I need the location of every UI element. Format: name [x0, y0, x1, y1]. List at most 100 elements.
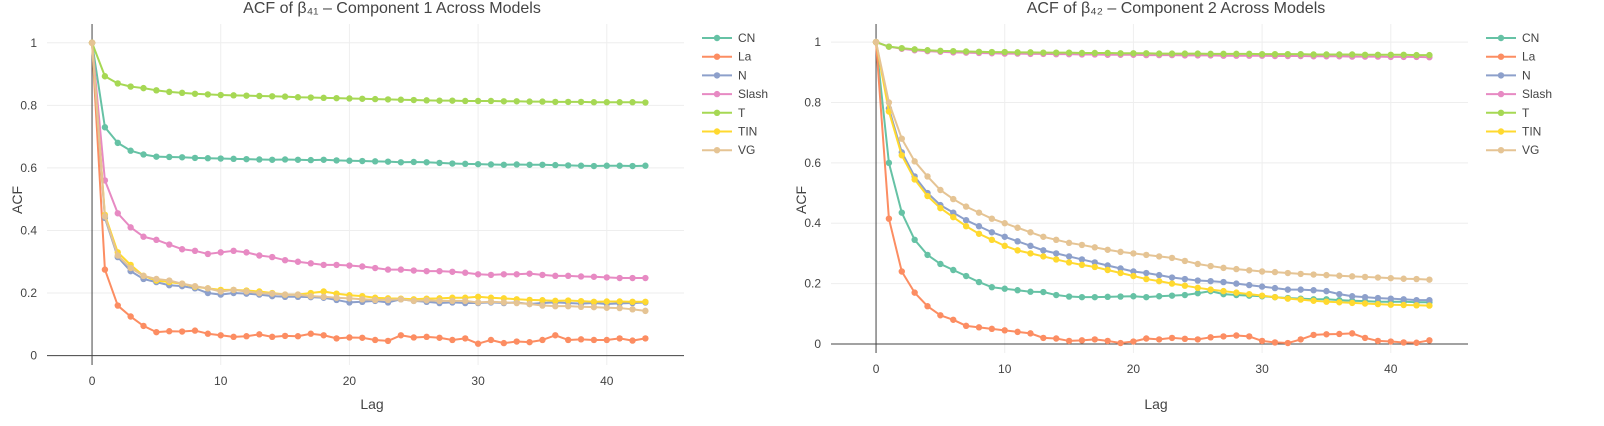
data-point	[1323, 271, 1330, 279]
data-point	[1220, 287, 1227, 295]
legend-item-tin[interactable]: TIN	[702, 125, 757, 139]
data-point	[230, 247, 237, 255]
data-point	[1271, 339, 1279, 346]
data-point	[1078, 261, 1086, 269]
data-point	[1207, 277, 1214, 285]
legend-item-la[interactable]: La	[1486, 50, 1536, 64]
data-point	[384, 296, 392, 304]
legend-item-n[interactable]: N	[702, 68, 747, 82]
legend-item-slash[interactable]: Slash	[1486, 87, 1552, 101]
data-point	[423, 159, 430, 166]
data-point	[487, 298, 495, 306]
legend-item-t[interactable]: T	[1486, 106, 1530, 120]
y-axis-label: ACF	[9, 186, 25, 214]
data-point	[642, 162, 649, 169]
axes	[831, 24, 1468, 353]
data-point	[629, 99, 636, 106]
legend-item-la[interactable]: La	[702, 50, 752, 64]
data-point	[1348, 299, 1356, 307]
data-point	[101, 266, 109, 273]
data-point	[1220, 50, 1227, 58]
data-point	[552, 272, 559, 280]
x-tick-label: 10	[214, 374, 228, 388]
data-point	[962, 272, 970, 280]
legend-item-slash[interactable]: Slash	[702, 87, 768, 101]
legend-item-cn[interactable]: CN	[1486, 31, 1539, 45]
data-point	[1233, 280, 1240, 287]
data-point	[230, 155, 237, 163]
data-point	[1053, 335, 1060, 342]
data-point	[1091, 244, 1099, 251]
legend-marker	[1497, 53, 1505, 60]
data-point	[269, 290, 276, 297]
y-tick-label: 0.2	[804, 277, 821, 291]
legend-item-vg[interactable]: VG	[1486, 143, 1539, 157]
data-point	[436, 159, 443, 167]
data-point	[885, 99, 893, 106]
data-point	[114, 252, 121, 259]
data-point	[1168, 280, 1176, 287]
legend-item-t[interactable]: T	[702, 106, 746, 120]
data-point	[962, 48, 970, 55]
data-point	[359, 334, 366, 341]
data-point	[911, 236, 918, 244]
y-tick-label: 0.4	[20, 223, 37, 237]
data-point	[513, 338, 520, 345]
data-point	[191, 282, 199, 290]
series-line	[875, 42, 1430, 304]
data-point	[1400, 296, 1407, 303]
legend[interactable]: CN La N Slash T TIN VG	[702, 31, 768, 157]
data-point	[359, 296, 366, 303]
data-point	[642, 274, 649, 282]
y-tick-label: 0.8	[804, 95, 821, 109]
data-point	[423, 97, 430, 104]
data-point	[1104, 337, 1111, 345]
legend-item-tin[interactable]: TIN	[1486, 125, 1541, 139]
data-point	[539, 271, 546, 279]
data-point	[127, 313, 134, 320]
legend-item-n[interactable]: N	[1486, 68, 1531, 82]
legend-item-cn[interactable]: CN	[702, 31, 755, 45]
gridlines	[47, 24, 684, 365]
data-point	[436, 97, 443, 104]
data-point	[217, 249, 224, 256]
data-point	[1323, 331, 1330, 338]
data-point	[462, 297, 469, 305]
data-point	[230, 92, 237, 99]
data-point	[256, 156, 263, 163]
legend-label: La	[738, 50, 752, 64]
data-point	[1014, 49, 1021, 56]
data-point	[1078, 337, 1086, 344]
data-point	[1117, 248, 1124, 256]
data-point	[320, 94, 327, 102]
data-point	[217, 288, 224, 295]
data-point	[243, 92, 250, 99]
x-tick-label: 30	[471, 374, 485, 388]
data-point	[333, 157, 340, 164]
data-point	[127, 83, 134, 90]
x-tick-label: 20	[343, 374, 357, 388]
data-point	[371, 264, 379, 272]
data-point	[449, 336, 456, 344]
y-axis-label: ACF	[793, 186, 809, 214]
data-point	[1194, 336, 1201, 343]
series-line	[875, 41, 1430, 281]
data-point	[937, 260, 944, 268]
data-point	[1168, 254, 1176, 262]
data-point	[1194, 284, 1201, 292]
data-point	[114, 80, 121, 87]
legend-item-vg[interactable]: VG	[702, 143, 755, 157]
data-point	[281, 291, 289, 298]
data-point	[1310, 331, 1317, 339]
data-point	[243, 333, 250, 340]
data-point	[1413, 302, 1420, 309]
data-point	[1426, 296, 1433, 304]
data-point	[281, 93, 289, 100]
data-point	[1387, 51, 1394, 58]
data-point	[1091, 293, 1099, 301]
data-point	[1194, 290, 1201, 297]
legend[interactable]: CN La N Slash T TIN VG	[1486, 31, 1552, 157]
series-group	[88, 39, 649, 347]
data-point	[1284, 339, 1292, 347]
data-point	[166, 88, 173, 96]
